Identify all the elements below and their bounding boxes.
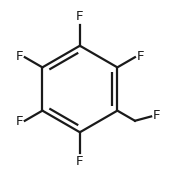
Text: F: F (137, 50, 144, 63)
Text: F: F (76, 10, 84, 23)
Text: F: F (153, 109, 160, 122)
Text: F: F (76, 155, 84, 168)
Text: F: F (16, 50, 23, 63)
Text: F: F (16, 115, 23, 128)
